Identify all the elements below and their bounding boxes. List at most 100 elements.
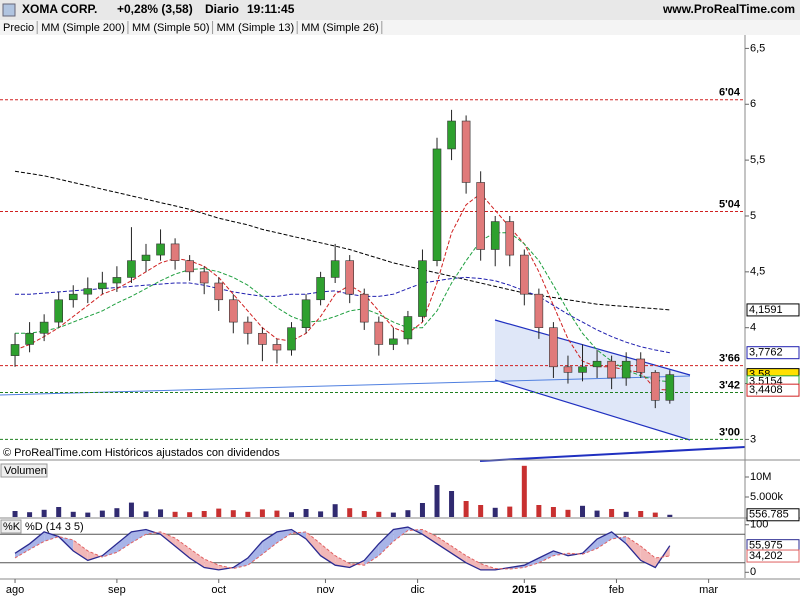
- candle-body: [272, 344, 282, 351]
- y-tick-label: 5.000k: [750, 491, 784, 503]
- candle-body: [10, 344, 20, 356]
- volume-bar: [478, 505, 484, 517]
- volume-bar: [128, 502, 134, 517]
- candle-body: [578, 366, 587, 373]
- candle-body: [418, 260, 427, 317]
- trend-line: [0, 375, 691, 396]
- y-tick-label: 5: [750, 210, 756, 222]
- candle-body: [621, 360, 631, 379]
- panel-title-box: [0, 463, 48, 478]
- volume-bar: [536, 505, 542, 517]
- candle-body: [563, 366, 573, 373]
- level-label: 3'00: [719, 426, 740, 438]
- legend-item: MM (Simple 13): [217, 22, 295, 34]
- candle-body: [112, 277, 122, 284]
- value-marker-label: 34,202: [749, 550, 783, 562]
- volume-bar: [85, 512, 91, 517]
- stoch-fill: [306, 531, 321, 556]
- volume-bar: [70, 511, 76, 517]
- volume-bar: [565, 509, 571, 517]
- candle-body: [389, 338, 398, 345]
- candle-body: [301, 299, 311, 328]
- volume-bar: [507, 506, 513, 517]
- stoch-fill: [15, 543, 30, 559]
- volume-bar: [216, 508, 222, 517]
- volume-bar: [580, 505, 586, 517]
- volume-bar: [449, 491, 455, 517]
- menu-icon[interactable]: [2, 3, 16, 17]
- stoch-title: %K: [3, 521, 21, 533]
- candle-body: [170, 243, 180, 261]
- x-tick-label: mar: [699, 584, 718, 596]
- candle-body: [98, 282, 107, 289]
- candle-body: [476, 182, 485, 250]
- stoch-fill: [422, 529, 438, 544]
- value-marker-label: 4,1591: [749, 304, 783, 316]
- legend-item: MM (Simple 50): [132, 22, 210, 34]
- volume-bar: [56, 507, 62, 517]
- stoch-fill: [247, 541, 263, 566]
- symbol: XOMA CORP.: [22, 2, 97, 16]
- value-marker: [746, 549, 800, 563]
- candle-body: [374, 321, 384, 345]
- stoch-fill: [189, 548, 205, 568]
- clock: 19:11:45: [247, 2, 295, 16]
- candle-body: [25, 332, 34, 345]
- candle-body: [39, 321, 49, 334]
- candle-body: [83, 288, 93, 295]
- candle-body: [287, 327, 296, 351]
- stoch-fill: [131, 529, 146, 543]
- volume-bar: [230, 510, 236, 517]
- stoch-fill: [44, 531, 59, 542]
- volume-bar: [652, 512, 658, 517]
- value-marker: [746, 303, 800, 317]
- period: Diario: [205, 2, 239, 16]
- stoch-fill: [393, 527, 408, 542]
- trend-line: [494, 379, 691, 441]
- volume-bar: [12, 511, 18, 517]
- candle-body: [447, 120, 456, 150]
- stoch-fill: [538, 550, 554, 563]
- candle-body: [520, 254, 529, 295]
- stoch-fill: [451, 546, 467, 563]
- trend-line: [479, 446, 746, 462]
- value-marker-label: 3,7762: [749, 347, 783, 359]
- y-tick-label: 10M: [750, 471, 771, 483]
- x-tick-label: ago: [6, 584, 24, 596]
- value-marker: [746, 383, 800, 397]
- volume-bar: [419, 503, 425, 517]
- volume-bar: [550, 507, 556, 517]
- header-bar: [0, 0, 800, 20]
- x-tick-label: dic: [411, 584, 426, 596]
- stoch-fill: [87, 550, 103, 561]
- candle-body: [345, 260, 355, 295]
- line-series: [15, 232, 670, 383]
- stoch-fill: [262, 531, 277, 555]
- volume-bar: [201, 511, 207, 517]
- volume-bar: [158, 509, 164, 517]
- volume-bar: [434, 485, 440, 517]
- stoch-fill: [626, 536, 641, 561]
- legend-item: MM (Simple 26): [301, 22, 379, 34]
- candle-body: [330, 260, 340, 278]
- line-series: [14, 526, 671, 571]
- candle-body: [490, 221, 500, 250]
- volume-bar: [27, 512, 33, 517]
- volume-bar: [41, 509, 47, 517]
- candle-body: [359, 293, 369, 323]
- stoch-fill: [335, 555, 350, 568]
- candle-body: [665, 374, 675, 401]
- y-tick-label: 5,5: [750, 154, 765, 166]
- value-marker-label: 556.785: [749, 509, 789, 521]
- volume-bar: [623, 511, 629, 517]
- candle-body: [243, 321, 253, 334]
- volume-bar: [361, 511, 367, 517]
- volume-bar: [609, 509, 615, 517]
- footnote: © ProRealTime.com Históricos ajustados c…: [3, 447, 280, 459]
- volume-bar: [492, 507, 498, 517]
- volume-bar: [332, 504, 338, 517]
- channel-fill: [495, 320, 690, 440]
- change: +0,28% (3,58): [117, 2, 193, 16]
- volume-bar: [99, 510, 105, 517]
- source[interactable]: www.ProRealTime.com: [662, 2, 795, 16]
